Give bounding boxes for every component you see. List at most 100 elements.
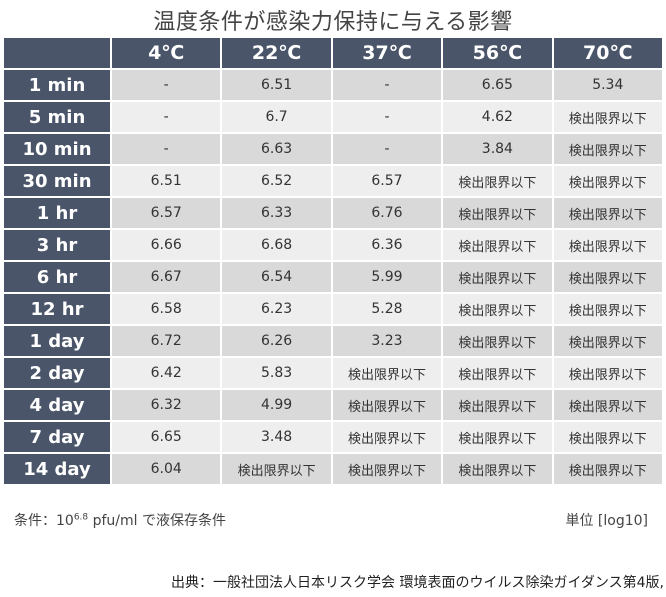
condition-exponent: 6.8 xyxy=(73,512,89,523)
table-cell: 検出限界以下 xyxy=(553,454,662,484)
row-header: 7 day xyxy=(4,422,110,452)
row-header: 1 day xyxy=(4,326,110,356)
table-cell: 6.68 xyxy=(222,230,331,260)
header-row: 4℃ 22℃ 37℃ 56℃ 70℃ xyxy=(4,38,662,68)
table-cell: - xyxy=(332,102,442,132)
corner-cell xyxy=(4,38,110,68)
table-cell: 検出限界以下 xyxy=(553,198,662,228)
table-cell: 検出限界以下 xyxy=(553,230,662,260)
table-cell: 検出限界以下 xyxy=(443,358,552,388)
table-row: 3 hr 6.66 6.68 6.36 検出限界以下 検出限界以下 xyxy=(4,230,662,260)
table-cell: 検出限界以下 xyxy=(332,358,442,388)
table-cell: 検出限界以下 xyxy=(332,454,442,484)
table-cell: 6.52 xyxy=(222,166,331,196)
data-table: 4℃ 22℃ 37℃ 56℃ 70℃ 1 min -6.51-6.65 5.34 5 min -… xyxy=(2,36,664,486)
row-header: 12 hr xyxy=(4,294,110,324)
table-cell: 検出限界以下 xyxy=(553,294,662,324)
row-header: 14 day xyxy=(4,454,110,484)
row-header: 6 hr xyxy=(4,262,110,292)
column-header: 22℃ xyxy=(222,38,331,68)
table-cell: 6.76 xyxy=(332,198,442,228)
table-cell: - xyxy=(112,134,221,164)
condition-note: 条件：106.8 pfu/ml で液保存条件 xyxy=(14,510,226,530)
table-cell: 5.83 xyxy=(222,358,331,388)
row-header: 10 min xyxy=(4,134,110,164)
table-row: 30 min 6.51 6.52 6.57 検出限界以下 検出限界以下 xyxy=(4,166,662,196)
table-cell: 検出限界以下 xyxy=(443,422,552,452)
table-cell: 6.23 xyxy=(222,294,331,324)
table-cell: 5.34 xyxy=(553,70,662,100)
table-row: 14 day 6.04 検出限界以下 検出限界以下 検出限界以下 検出限界以下 xyxy=(4,454,662,484)
table-cell: 6.72 xyxy=(112,326,221,356)
table-cell: 6.65 xyxy=(112,422,221,452)
table-cell: 6.51 xyxy=(222,70,331,100)
table-row: 2 day 6.42 5.83 検出限界以下 検出限界以下 検出限界以下 xyxy=(4,358,662,388)
table-cell: 検出限界以下 xyxy=(553,134,662,164)
row-header: 1 hr xyxy=(4,198,110,228)
column-header: 4℃ xyxy=(112,38,221,68)
table-cell: 検出限界以下 xyxy=(443,166,552,196)
table-cell: 検出限界以下 xyxy=(332,422,442,452)
table-row: 6 hr 6.67 6.54 5.99 検出限界以下 検出限界以下 xyxy=(4,262,662,292)
table-cell: 3.84 xyxy=(443,134,552,164)
table-cell: 6.36 xyxy=(332,230,442,260)
table-cell: 6.51 xyxy=(112,166,221,196)
table-cell: 検出限界以下 xyxy=(443,454,552,484)
table-row: 10 min -6.63-3.84 検出限界以下 xyxy=(4,134,662,164)
row-header: 1 min xyxy=(4,70,110,100)
source-note: 出典：一般社団法人日本リスク学会 環境表面のウイルス除染ガイダンス第4版, xyxy=(171,575,664,591)
table-cell: 検出限界以下 xyxy=(553,326,662,356)
table-cell: 6.26 xyxy=(222,326,331,356)
table-cell: 6.58 xyxy=(112,294,221,324)
table-cell: 5.28 xyxy=(332,294,442,324)
chart-title: 温度条件が感染力保持に与える影響 xyxy=(153,10,513,35)
table-cell: 検出限界以下 xyxy=(553,102,662,132)
row-header: 30 min xyxy=(4,166,110,196)
table-row: 12 hr 6.58 6.23 5.28 検出限界以下 検出限界以下 xyxy=(4,294,662,324)
column-header: 37℃ xyxy=(332,38,442,68)
table-row: 5 min -6.7-4.62 検出限界以下 xyxy=(4,102,662,132)
table-cell: 検出限界以下 xyxy=(332,390,442,420)
table-cell: 6.66 xyxy=(112,230,221,260)
table-cell: 6.54 xyxy=(222,262,331,292)
table-row: 4 day 6.32 4.99 検出限界以下 検出限界以下 検出限界以下 xyxy=(4,390,662,420)
table-cell: 検出限界以下 xyxy=(553,358,662,388)
table-cell: 検出限界以下 xyxy=(222,454,331,484)
table-cell: 6.33 xyxy=(222,198,331,228)
table-cell: - xyxy=(332,70,442,100)
table-cell: 3.48 xyxy=(222,422,331,452)
table-cell: 6.63 xyxy=(222,134,331,164)
table-cell: 6.32 xyxy=(112,390,221,420)
table-row: 1 min -6.51-6.65 5.34 xyxy=(4,70,662,100)
unit-note: 単位 [log10] xyxy=(565,513,648,529)
row-header: 3 hr xyxy=(4,230,110,260)
table-row: 1 day 6.72 6.26 3.23 検出限界以下 検出限界以下 xyxy=(4,326,662,356)
table-row: 7 day 6.65 3.48 検出限界以下 検出限界以下 検出限界以下 xyxy=(4,422,662,452)
table-cell: 6.65 xyxy=(443,70,552,100)
table-cell: 4.99 xyxy=(222,390,331,420)
table-cell: 検出限界以下 xyxy=(443,294,552,324)
table-cell: 検出限界以下 xyxy=(443,390,552,420)
table-cell: - xyxy=(112,102,221,132)
table-cell: 6.57 xyxy=(332,166,442,196)
table-cell: 検出限界以下 xyxy=(443,326,552,356)
table-cell: 6.42 xyxy=(112,358,221,388)
table-cell: 検出限界以下 xyxy=(443,198,552,228)
row-header: 5 min xyxy=(4,102,110,132)
row-header: 4 day xyxy=(4,390,110,420)
table-cell: - xyxy=(332,134,442,164)
condition-suffix: pfu/ml で液保存条件 xyxy=(88,513,226,529)
table-row: 1 hr 6.57 6.33 6.76 検出限界以下 検出限界以下 xyxy=(4,198,662,228)
table-cell: 6.57 xyxy=(112,198,221,228)
column-header: 70℃ xyxy=(553,38,662,68)
table-cell: 検出限界以下 xyxy=(443,230,552,260)
table-cell: 検出限界以下 xyxy=(553,166,662,196)
table-cell: 6.7 xyxy=(222,102,331,132)
table-cell: 検出限界以下 xyxy=(443,262,552,292)
table-cell: 検出限界以下 xyxy=(553,262,662,292)
table-cell: - xyxy=(112,70,221,100)
table-cell: 検出限界以下 xyxy=(553,422,662,452)
table-cell: 検出限界以下 xyxy=(553,390,662,420)
table-cell: 4.62 xyxy=(443,102,552,132)
table-cell: 6.67 xyxy=(112,262,221,292)
